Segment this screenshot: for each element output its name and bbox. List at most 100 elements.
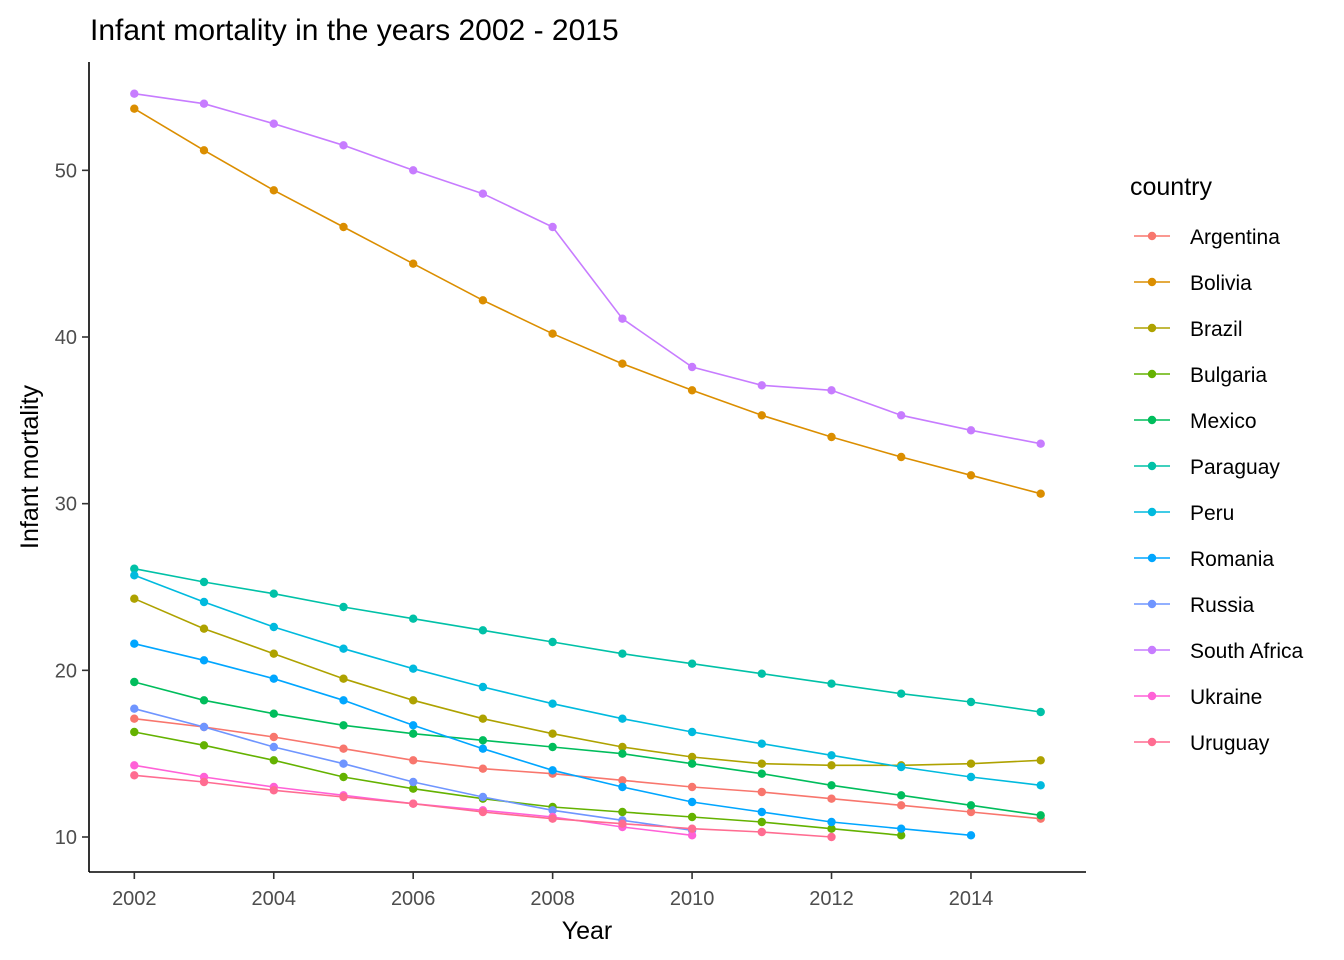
data-point-bulgaria [130, 727, 139, 737]
data-point-peru [130, 571, 139, 580]
data-point-uruguay [339, 792, 348, 802]
x-tick-label: 2012 [809, 888, 854, 910]
data-point-paraguay [966, 697, 976, 707]
data-point-south-africa [409, 166, 418, 175]
legend-item-bolivia: Bolivia [1134, 272, 1252, 295]
data-point-brazil [687, 752, 697, 762]
y-axis-title: Infant mortality [16, 385, 44, 549]
data-point-russia [339, 759, 348, 768]
data-point-mexico [548, 742, 557, 752]
legend-key-point [1147, 645, 1157, 655]
y-tick-label: 10 [55, 827, 77, 849]
x-tick-label: 2006 [391, 888, 436, 910]
series-argentina [130, 714, 1045, 823]
data-point-brazil [827, 761, 836, 770]
legend-label: Ukraine [1190, 686, 1262, 709]
data-point-paraguay [199, 577, 209, 587]
data-point-bolivia [548, 329, 557, 338]
data-point-mexico [897, 791, 906, 800]
data-point-peru [1036, 781, 1045, 790]
y-tick-label: 30 [55, 494, 77, 516]
data-point-paraguay [618, 649, 627, 658]
data-point-mexico [757, 769, 766, 778]
legend: country Argentina Bolivia Brazil Bulgaria Me… [1130, 173, 1304, 755]
data-point-mexico [409, 729, 418, 738]
data-point-brazil [199, 624, 209, 633]
series-line-paraguay [134, 567, 1041, 713]
legend-label: Brazil [1190, 318, 1243, 341]
data-point-south-africa [966, 426, 976, 435]
legend-key-point [1147, 369, 1157, 379]
y-tick-label: 40 [55, 327, 77, 349]
data-point-romania [548, 766, 557, 775]
legend-key-point [1147, 231, 1157, 241]
data-point-bolivia [478, 296, 488, 305]
y-axis-ticks: 10 20 30 40 50 [55, 160, 89, 849]
x-tick-label: 2008 [530, 888, 575, 910]
data-point-romania [199, 656, 209, 665]
legend-item-mexico: Mexico [1134, 410, 1257, 433]
series-uruguay [130, 771, 836, 842]
data-point-uruguay [618, 819, 627, 828]
data-point-mexico [1036, 811, 1045, 820]
data-point-bolivia [618, 359, 627, 368]
series-mexico [130, 677, 1045, 820]
data-point-brazil [548, 729, 557, 738]
data-point-south-africa [548, 222, 557, 232]
legend-item-south-africa: South Africa [1134, 640, 1304, 663]
data-point-south-africa [757, 381, 766, 390]
x-axis-title: Year [562, 917, 613, 945]
x-tick-label: 2002 [112, 888, 157, 910]
data-point-bulgaria [618, 807, 627, 817]
data-point-uruguay [827, 832, 836, 842]
data-point-paraguay [339, 602, 348, 612]
data-point-bolivia [827, 432, 836, 442]
legend-label: Peru [1190, 502, 1234, 525]
data-point-mexico [478, 736, 488, 745]
data-point-mexico [130, 677, 139, 687]
data-point-south-africa [1036, 439, 1045, 448]
data-point-romania [897, 824, 906, 833]
data-point-russia [548, 806, 557, 815]
legend-items: Argentina Bolivia Brazil Bulgaria Mexico Para… [1134, 226, 1304, 755]
data-point-south-africa [130, 89, 139, 98]
series-south-africa [130, 89, 1045, 448]
data-point-bulgaria [897, 831, 906, 840]
data-point-peru [339, 644, 348, 653]
legend-key-point [1147, 553, 1157, 563]
data-point-mexico [966, 801, 976, 810]
legend-title: country [1130, 173, 1212, 201]
legend-key-point [1147, 737, 1157, 747]
data-point-peru [409, 664, 418, 673]
data-point-bolivia [199, 146, 209, 155]
legend-item-bulgaria: Bulgaria [1134, 364, 1267, 387]
data-point-bulgaria [827, 824, 836, 833]
series-paraguay [130, 564, 1045, 717]
x-tick-label: 2004 [252, 888, 297, 910]
data-point-argentina [827, 794, 836, 803]
data-point-paraguay [827, 679, 836, 688]
x-tick-label: 2010 [670, 888, 715, 910]
data-point-mexico [269, 709, 278, 718]
data-point-paraguay [687, 659, 697, 668]
series-line-south-africa [134, 92, 1041, 445]
data-point-russia [199, 722, 209, 732]
data-point-uruguay [687, 824, 697, 833]
series-russia [130, 704, 697, 835]
legend-label: Mexico [1190, 410, 1257, 433]
data-point-paraguay [1036, 707, 1045, 717]
data-point-mexico [339, 721, 348, 730]
series-line-bolivia [133, 108, 1041, 495]
series-layer [130, 89, 1045, 842]
data-point-peru [966, 772, 976, 782]
series-romania [130, 639, 976, 840]
series-line-argentina [134, 717, 1041, 820]
data-point-south-africa [618, 314, 627, 323]
data-point-uruguay [130, 771, 139, 780]
legend-key-point [1147, 507, 1157, 517]
data-point-romania [757, 807, 766, 817]
data-point-paraguay [269, 589, 278, 598]
data-point-bolivia [897, 452, 906, 462]
data-point-bulgaria [339, 772, 348, 782]
data-point-peru [269, 622, 278, 632]
